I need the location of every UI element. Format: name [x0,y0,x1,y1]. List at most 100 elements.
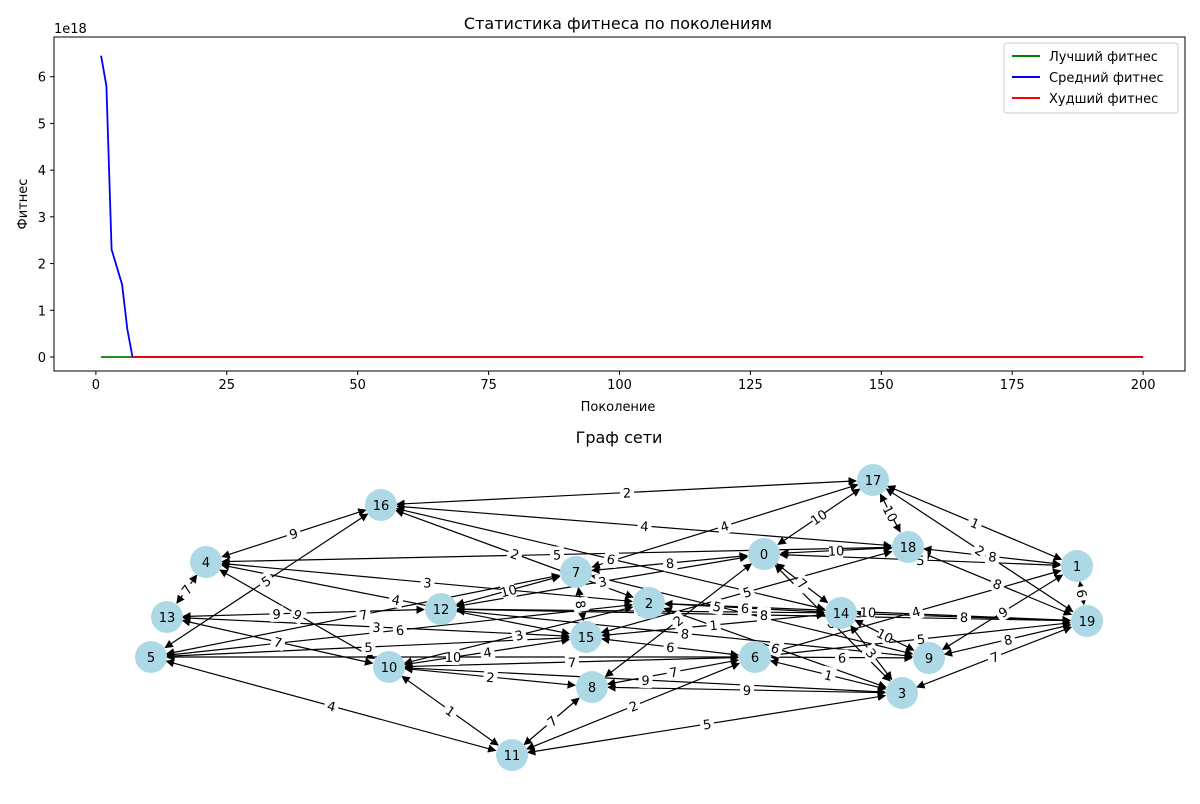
edge-label: 5 [699,715,715,734]
edge-label-bg [808,507,829,527]
edge-label: 4 [323,696,340,716]
edge-label: 2 [619,484,635,502]
edge-weight-label: 8 [960,611,969,626]
edge-label-bg [993,602,1013,622]
edge-label: 2 [506,544,524,564]
edge-label-bg [677,625,693,642]
edge-label-bg [602,550,620,568]
edge-label-bg [662,638,679,656]
edge-weight-label: 3 [597,575,608,591]
edge-weight-label: 4 [390,593,401,609]
edge-label-bg [256,571,276,591]
edge-weight-label: 8 [760,609,769,624]
graph-node-8 [576,671,608,703]
edge-label: 9 [993,602,1013,622]
edge-label: 10 [499,581,519,601]
edge-label: 1 [440,701,461,721]
edge-label: 8 [677,625,693,643]
edge-label: 1 [966,513,984,533]
y-tick-label: 3 [38,211,46,226]
graph-node-13 [151,601,183,633]
edge-weight-label: 10 [445,651,462,666]
x-axis-label: Поколение [581,400,656,415]
edge-label-bg [542,711,562,731]
edge-label-bg [624,696,643,716]
edge-weight-label: 6 [1072,588,1088,599]
edge-label: 6 [602,550,620,569]
graph-node-19 [1071,605,1103,637]
graph-node-18 [892,531,924,563]
edge-label: 8 [999,630,1017,649]
edge-label-bg [637,517,652,535]
edge-label: 4 [907,602,925,621]
edge-label-bg [479,643,496,661]
graph-node-label: 1 [1073,560,1081,575]
edge-label-bg [482,668,499,686]
edge-label: 6 [1072,585,1091,602]
graph-node-3 [886,677,918,709]
edge-weight-label: 7 [568,656,577,671]
edge-label: 8 [984,547,1001,566]
edge-label: 6 [737,599,753,617]
edge-label: 10 [859,603,877,621]
edge-weight-label: 4 [325,699,337,716]
edge-label-bg [985,647,1004,667]
edge-weight-label: 5 [702,717,713,733]
graph-node-label: 13 [159,611,176,626]
edge-weight-label: 6 [395,624,405,640]
edge-label-bg [440,701,461,721]
edge-label-bg [1073,585,1091,602]
graph-node-0 [748,538,780,570]
edge-label-bg [323,696,340,716]
edge-label: 7 [792,573,813,594]
edge-label: 9 [269,605,284,623]
graph-node-label: 7 [572,566,580,581]
edge-weight-label: 7 [668,665,679,681]
edge-label-bg [907,602,925,621]
y-tick-label: 0 [38,351,46,366]
edge-label: 7 [355,605,372,624]
edge-label: 3 [594,572,611,591]
edge-weight-label: 6 [838,651,846,666]
y-tick-label: 1 [38,304,46,319]
edge-weight-label: 8 [665,557,675,573]
graph-node-label: 11 [504,749,521,764]
edge-label: 7 [665,663,682,682]
graph-node-label: 12 [433,603,450,618]
edge-weight-label: 6 [605,552,616,568]
y-tick-label: 5 [38,117,46,132]
edge-label-bg [284,524,303,543]
graph-node-label: 2 [645,597,653,612]
edge-weight-label: 3 [372,621,381,636]
edge-weight-label: 5 [364,641,373,656]
graph-node-label: 15 [578,631,595,646]
graph-node-15 [570,621,602,653]
edge-label-bg [861,643,882,663]
edge-weight-label: 2 [623,486,632,501]
edge-label: 8 [662,554,678,572]
edge-label-bg [176,579,197,600]
edge-weight-label: 8 [1003,633,1014,649]
edge-label-bg [594,572,611,591]
edge-label: 4 [387,590,405,609]
graph-node-label: 6 [751,651,759,666]
edge-weight-label: 5 [916,633,926,649]
edge-label: 2 [624,696,643,716]
legend-label-worst: Худший фитнес [1049,92,1158,107]
edge-label-bg [988,574,1007,594]
edge-label: 10 [445,649,462,666]
graph-node-2 [633,587,665,619]
edge-label-bg [739,681,755,699]
edge-weight-label: 6 [740,602,749,617]
edge-label: 4 [637,517,652,535]
edge-label: 10 [827,542,845,560]
edge-label: 5 [708,597,726,616]
edge-label: 5 [738,582,756,602]
edge-weight-label: 10 [874,626,896,647]
graph-title: Граф сети [576,428,663,447]
edge-label-bg [369,618,384,636]
edge-label-bg [392,621,408,639]
edge-label: 7 [985,647,1004,667]
edge-label: 8 [988,574,1007,594]
graph-node-5 [135,641,167,673]
